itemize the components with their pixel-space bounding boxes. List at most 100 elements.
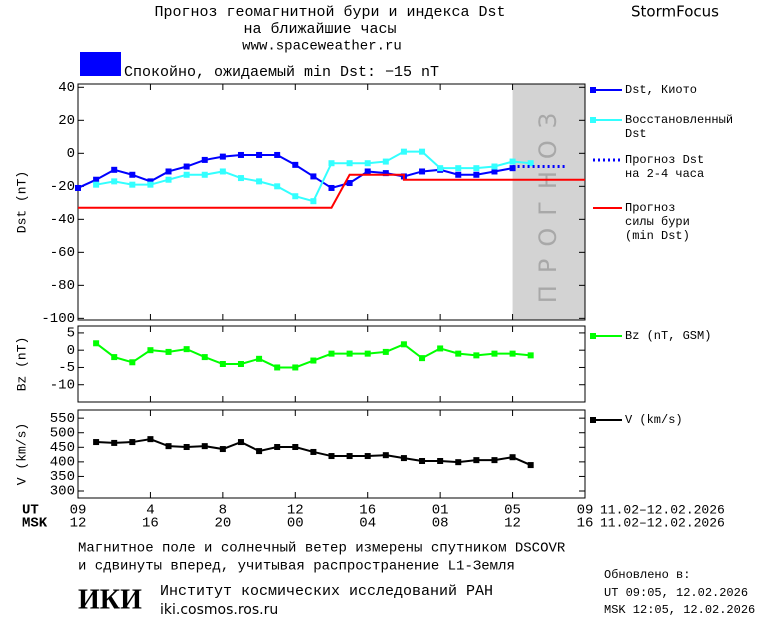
point [382, 452, 389, 459]
legend-marker [590, 333, 596, 339]
updated-msk: MSK 12:05, 12.02.2026 [604, 603, 755, 617]
y-tick-label: 0 [67, 146, 75, 162]
point [165, 348, 172, 355]
y-axis-label: V (km/s) [14, 423, 29, 485]
y-tick-label: -40 [50, 212, 75, 228]
point [473, 165, 480, 172]
point [237, 151, 244, 158]
point [382, 158, 389, 165]
legend-marker [590, 117, 596, 123]
legend-marker [590, 417, 596, 423]
point [473, 171, 480, 178]
y-tick-label: 550 [50, 411, 75, 427]
y-tick-label: -5 [58, 360, 75, 376]
point [491, 163, 498, 170]
x-axis-label: MSK [22, 516, 48, 532]
x-tick-label: 12 [287, 503, 304, 519]
point [292, 364, 299, 371]
series-line [95, 342, 531, 369]
note: и сдвинуты вперед, учитывая распростране… [78, 559, 515, 575]
x-tick-label: 16 [142, 516, 159, 532]
point [509, 158, 516, 165]
y-tick-label: -60 [50, 245, 75, 261]
point [419, 355, 426, 362]
point [183, 163, 190, 170]
legend-entry: Прогноз силы бури (min Dst) [625, 201, 690, 243]
point [219, 361, 226, 367]
point [328, 453, 335, 460]
point [382, 348, 389, 355]
point [75, 184, 81, 191]
point [165, 443, 172, 450]
point [147, 181, 154, 188]
legend-entry: Dst, Киото [625, 83, 698, 97]
point [346, 453, 353, 460]
point [437, 345, 444, 352]
point [129, 171, 136, 178]
point [147, 436, 154, 443]
point [310, 198, 317, 205]
x-tick-label: 8 [219, 503, 227, 519]
point [219, 168, 226, 175]
x-tick-label: 09 [577, 503, 594, 519]
x-tick-label: 00 [287, 516, 304, 532]
x-tick-label: 4 [146, 503, 154, 519]
point [165, 168, 172, 175]
point [473, 457, 480, 464]
point [455, 350, 462, 357]
point [455, 459, 462, 466]
point [455, 165, 462, 172]
y-tick-label: 0 [67, 343, 75, 359]
point [201, 156, 208, 163]
point [93, 181, 100, 188]
point [419, 457, 426, 464]
point [328, 350, 335, 357]
x-tick-label: 16 [359, 503, 376, 519]
y-tick-label: -100 [41, 311, 75, 327]
y-tick-label: 300 [50, 484, 75, 500]
point [527, 352, 534, 359]
point [491, 168, 498, 175]
y-tick-label: 20 [58, 113, 75, 129]
x-tick-label: 05 [504, 503, 521, 519]
point [310, 448, 317, 455]
point [256, 355, 263, 362]
y-tick-label: 500 [50, 425, 75, 441]
y-tick-label: -20 [50, 179, 75, 195]
x-tick-label: 12 [504, 516, 521, 532]
point [509, 454, 516, 461]
point [274, 183, 281, 190]
y-axis-label: Bz (nT) [14, 337, 29, 392]
point [400, 341, 407, 348]
point [437, 457, 444, 464]
point [147, 347, 154, 354]
point [256, 448, 263, 455]
legend-entry: Bz (nT, GSM) [625, 329, 712, 343]
point [219, 153, 226, 160]
point [183, 346, 190, 353]
point [93, 439, 100, 446]
status-swatch [80, 52, 121, 76]
point [147, 178, 154, 185]
point [527, 160, 534, 167]
point [400, 148, 407, 155]
x-tick-label: 12 [70, 516, 87, 532]
point [237, 439, 244, 446]
point [364, 453, 371, 460]
site: iki.cosmos.ros.ru [160, 602, 278, 618]
title: Прогноз геомагнитной бури и индекса Dst [154, 4, 505, 21]
point [219, 446, 226, 453]
point [419, 148, 426, 155]
plot-frame [77, 409, 586, 499]
x-tick-label: 16 [577, 516, 594, 532]
point [111, 439, 118, 446]
plot-frame [77, 83, 586, 321]
x-tick-label: 04 [359, 516, 376, 532]
point [527, 462, 534, 469]
point [129, 181, 136, 188]
y-tick-label: 5 [67, 326, 75, 342]
x-axis-label: UT [22, 503, 39, 519]
x-tick-label: 09 [70, 503, 87, 519]
x-tick-label: 08 [432, 516, 449, 532]
legend-entry: V (km/s) [625, 413, 683, 427]
